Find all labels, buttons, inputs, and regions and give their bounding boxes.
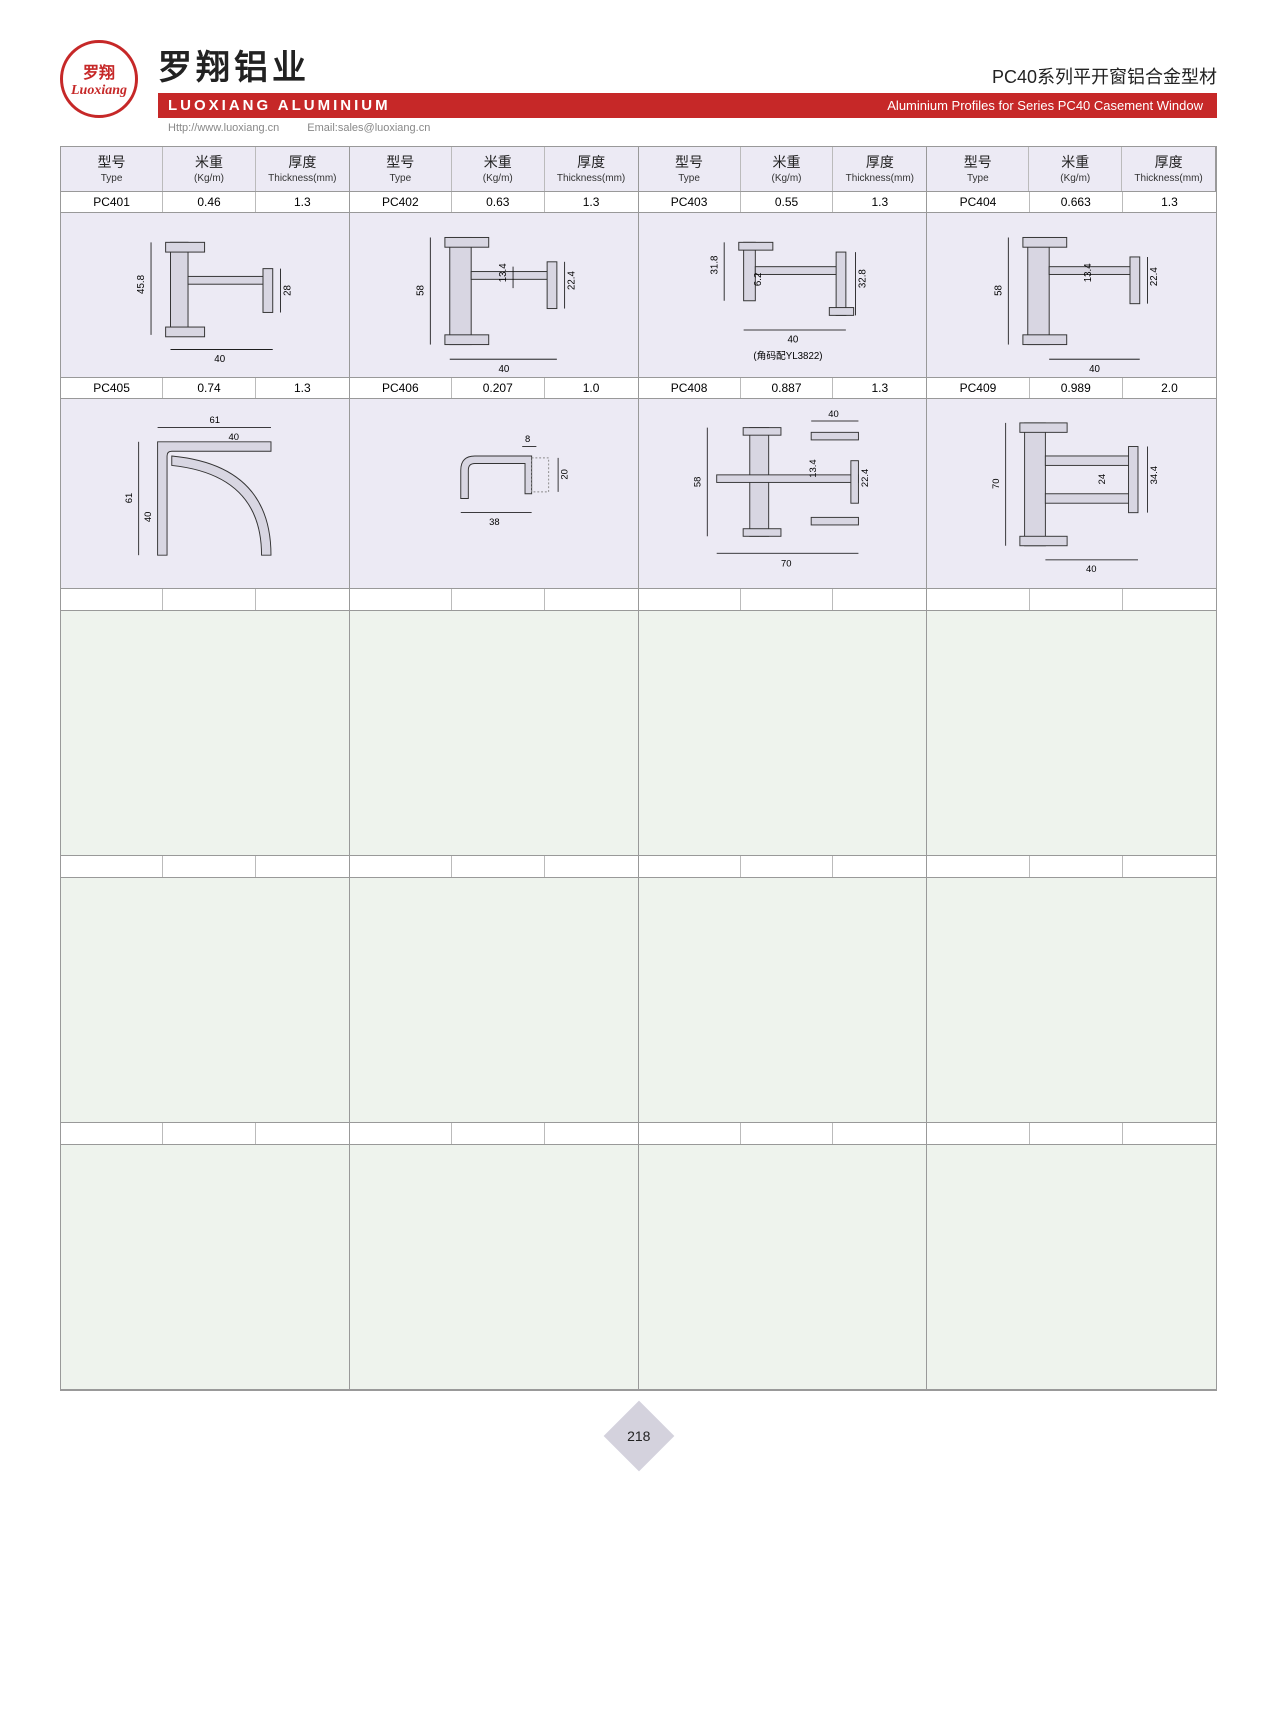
column-header-2: 型号Type 米重(Kg/m) 厚度Thickness(mm) <box>350 147 639 192</box>
svg-text:40: 40 <box>143 512 154 523</box>
svg-text:20: 20 <box>559 469 570 480</box>
company-logo: 罗翔 Luoxiang <box>60 40 138 118</box>
dim-h: 45.8 <box>137 275 148 294</box>
svg-text:58: 58 <box>416 285 427 296</box>
svg-text:40: 40 <box>1089 363 1100 373</box>
column-header-4: 型号Type 米重(Kg/m) 厚度Thickness(mm) <box>927 147 1216 192</box>
company-name-cn: 罗翔铝业 <box>158 40 310 89</box>
data-pc401: PC401 0.46 1.3 <box>61 192 350 213</box>
svg-text:40: 40 <box>828 409 839 420</box>
header-type: 型号Type <box>61 147 163 191</box>
svg-text:38: 38 <box>489 517 500 528</box>
diagram-pc408: 58 13.4 22.4 40 70 <box>639 399 928 589</box>
page-header: 罗翔 Luoxiang 罗翔铝业 PC40系列平开窗铝合金型材 LUOXIANG… <box>60 40 1217 134</box>
page-number-badge: 218 <box>603 1401 674 1472</box>
svg-text:40: 40 <box>498 363 509 373</box>
svg-text:61: 61 <box>124 493 135 504</box>
svg-text:40: 40 <box>1086 564 1097 575</box>
email-text: Email:sales@luoxiang.cn <box>307 122 430 134</box>
svg-text:13.4: 13.4 <box>807 459 818 477</box>
diagram-pc403: 31.8 6.2 32.8 40 (角码配YL3822) <box>639 213 928 378</box>
diagram-pc404: 58 13.4 22.4 40 <box>927 213 1216 378</box>
svg-text:40: 40 <box>228 432 239 443</box>
svg-text:58: 58 <box>692 477 703 488</box>
brand-bar: LUOXIANG ALUMINIUM Aluminium Profiles fo… <box>158 93 1217 118</box>
empty-data-row-3 <box>61 589 1216 611</box>
header-weight: 米重(Kg/m) <box>163 147 256 191</box>
empty-data-row-4 <box>61 856 1216 878</box>
company-name-en: LUOXIANG ALUMINIUM <box>168 97 391 114</box>
svg-text:22.4: 22.4 <box>859 469 870 487</box>
empty-diagram-row-3 <box>61 611 1216 856</box>
svg-text:34.4: 34.4 <box>1149 466 1160 484</box>
data-row-2: PC405 0.74 1.3 PC406 0.207 1.0 PC408 0.8… <box>61 378 1216 399</box>
note: (角码配YL3822) <box>753 350 822 362</box>
data-pc405: PC405 0.74 1.3 <box>61 378 350 399</box>
svg-text:22.4: 22.4 <box>1149 266 1160 286</box>
catalog-page: 罗翔 Luoxiang 罗翔铝业 PC40系列平开窗铝合金型材 LUOXIANG… <box>0 0 1277 1521</box>
diagram-pc401: 45.8 28 40 <box>61 213 350 378</box>
header-thickness: 厚度Thickness(mm) <box>256 147 349 191</box>
svg-text:40: 40 <box>787 334 798 345</box>
empty-data-row-5 <box>61 1123 1216 1145</box>
website-text: Http://www.luoxiang.cn <box>168 122 279 134</box>
svg-text:70: 70 <box>991 479 1002 490</box>
dim-w: 40 <box>215 354 226 365</box>
data-pc408: PC408 0.887 1.3 <box>639 378 928 399</box>
diagram-pc405: 61 40 61 40 <box>61 399 350 589</box>
svg-text:31.8: 31.8 <box>709 255 720 274</box>
product-title-cn: PC40系列平开窗铝合金型材 <box>992 63 1217 89</box>
data-pc406: PC406 0.207 1.0 <box>350 378 639 399</box>
svg-text:6.2: 6.2 <box>753 272 764 286</box>
svg-text:22.4: 22.4 <box>566 270 577 290</box>
empty-diagram-row-4 <box>61 878 1216 1123</box>
empty-diagram-row-5 <box>61 1145 1216 1390</box>
diagram-pc409: 70 24 34.4 40 <box>927 399 1216 589</box>
svg-text:24: 24 <box>1097 474 1108 485</box>
diagram-pc402: 58 13.4 22.4 40 <box>350 213 639 378</box>
logo-en: Luoxiang <box>71 83 127 99</box>
profiles-table: 型号Type 米重(Kg/m) 厚度Thickness(mm) 型号Type 米… <box>60 146 1217 1391</box>
svg-text:61: 61 <box>210 415 220 426</box>
data-pc409: PC409 0.989 2.0 <box>927 378 1216 399</box>
column-header-1: 型号Type 米重(Kg/m) 厚度Thickness(mm) <box>61 147 350 192</box>
diagram-pc406: 8 20 38 <box>350 399 639 589</box>
contact-row: Http://www.luoxiang.cn Email:sales@luoxi… <box>158 118 1217 134</box>
data-row-1: PC401 0.46 1.3 PC402 0.63 1.3 PC403 0.55… <box>61 192 1216 213</box>
diagram-row-2: 61 40 61 40 8 20 38 <box>61 399 1216 589</box>
svg-text:70: 70 <box>780 559 790 570</box>
logo-cn: 罗翔 <box>83 59 115 83</box>
page-number: 218 <box>627 1428 650 1444</box>
data-pc402: PC402 0.63 1.3 <box>350 192 639 213</box>
dim-h2: 28 <box>283 285 294 296</box>
svg-text:13.4: 13.4 <box>498 262 509 282</box>
title-row: 罗翔铝业 PC40系列平开窗铝合金型材 <box>158 40 1217 89</box>
svg-text:8: 8 <box>525 434 530 445</box>
data-pc404: PC404 0.663 1.3 <box>927 192 1216 213</box>
header-right: 罗翔铝业 PC40系列平开窗铝合金型材 LUOXIANG ALUMINIUM A… <box>158 40 1217 134</box>
svg-text:58: 58 <box>994 285 1005 296</box>
svg-text:32.8: 32.8 <box>857 269 868 288</box>
product-title-en: Aluminium Profiles for Series PC40 Casem… <box>887 98 1203 113</box>
column-header-3: 型号Type 米重(Kg/m) 厚度Thickness(mm) <box>639 147 928 192</box>
diagram-row-1: 45.8 28 40 58 13.4 <box>61 213 1216 378</box>
data-pc403: PC403 0.55 1.3 <box>639 192 928 213</box>
svg-text:13.4: 13.4 <box>1083 262 1094 282</box>
